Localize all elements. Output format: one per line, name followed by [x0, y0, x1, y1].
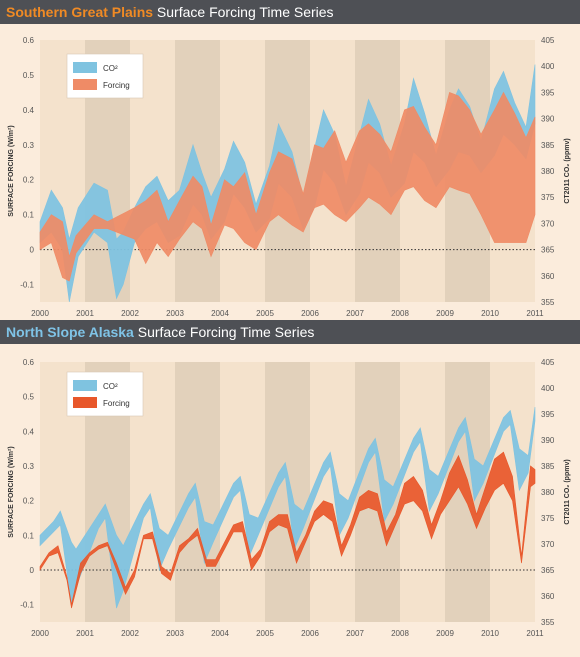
y2-tick-label: 370	[541, 219, 555, 228]
y2-tick-label: 375	[541, 193, 555, 202]
x-tick-label: 2004	[211, 629, 229, 638]
y-tick-label: 0.5	[23, 393, 35, 402]
x-tick-label: 2002	[121, 309, 139, 318]
x-tick-label: 2009	[436, 309, 454, 318]
forcing-series-area	[39, 91, 536, 282]
y2-tick-label: 390	[541, 115, 555, 124]
y-tick-label: 0	[30, 246, 35, 255]
y2-tick-label: 400	[541, 62, 555, 71]
y-tick-label: 0.5	[23, 71, 35, 80]
x-tick-label: 2009	[436, 629, 454, 638]
chart-north-slope-alaska: -0.1 0 0.1 0.2 0.3 0.4 0.5 0.6 355 360 365 370 375 38…	[8, 358, 571, 638]
x-tick-label: 2003	[166, 629, 184, 638]
y2-tick-label: 395	[541, 410, 555, 419]
x-tick-label: 2010	[481, 309, 499, 318]
y2-tick-label: 360	[541, 272, 555, 281]
y2-tick-label: 380	[541, 488, 555, 497]
x-tick-label: 2004	[211, 309, 229, 318]
legend-label-co2: CO²	[103, 382, 118, 391]
y2-tick-label: 365	[541, 246, 555, 255]
co2-series-area	[39, 407, 536, 609]
y2-tick-label: 405	[541, 358, 555, 367]
y2-tick-label: 395	[541, 88, 555, 97]
y-tick-label: 0.4	[23, 106, 35, 115]
forcing-series-area	[39, 451, 536, 609]
legend-swatch-forcing	[73, 79, 97, 90]
y-tick-label: 0.2	[23, 497, 35, 506]
x-tick-label: 2008	[391, 629, 409, 638]
legend-label-forcing: Forcing	[103, 399, 130, 408]
legend-label-co2: CO²	[103, 64, 118, 73]
panel-title-bar: North Slope Alaska Surface Forcing Time …	[0, 320, 580, 344]
y2-axis-title: CT2011 CO₂ (ppmv)	[564, 138, 571, 203]
y-tick-label: -0.1	[20, 601, 34, 610]
x-tick-label: 2010	[481, 629, 499, 638]
x-tick-label: 2006	[301, 309, 319, 318]
x-tick-label: 2003	[166, 309, 184, 318]
legend: CO² Forcing	[66, 53, 144, 99]
x-tick-label: 2006	[301, 629, 319, 638]
x-tick-label: 2001	[76, 309, 94, 318]
y-tick-label: 0.1	[23, 211, 35, 220]
legend-label-forcing: Forcing	[103, 81, 130, 90]
chart-southern-great-plains: -0.1 0 0.1 0.2 0.3 0.4 0.5 0.6 355 360 365 370 375 38…	[8, 36, 571, 318]
y2-axis-title: CT2011 CO₂ (ppmv)	[564, 459, 571, 524]
x-tick-label: 2001	[76, 629, 94, 638]
y2-tick-label: 405	[541, 36, 555, 45]
panel-title-text: Surface Forcing Time Series	[133, 324, 315, 340]
y2-tick-label: 355	[541, 618, 555, 627]
legend-swatch-co2	[73, 62, 97, 73]
panel-title-site: Southern Great Plains	[6, 4, 154, 20]
legend-swatch-co2	[73, 380, 97, 391]
panel-title-text: Surface Forcing Time Series	[153, 4, 334, 20]
y-tick-label: 0.4	[23, 427, 35, 436]
y-tick-label: 0.6	[23, 36, 35, 45]
x-tick-label: 2002	[121, 629, 139, 638]
x-tick-label: 2005	[256, 629, 274, 638]
y2-tick-label: 375	[541, 514, 555, 523]
y2-tick-label: 355	[541, 298, 555, 307]
y-axis-title: SURFACE FORCING (W/m²)	[8, 125, 15, 216]
x-tick-label: 2007	[346, 309, 364, 318]
y-tick-label: 0.3	[23, 141, 35, 150]
y2-tick-label: 385	[541, 462, 555, 471]
legend-box	[66, 53, 144, 99]
x-tick-label: 2008	[391, 309, 409, 318]
y-tick-label: 0.1	[23, 531, 35, 540]
panel-title-bar: Southern Great Plains Surface Forcing Ti…	[0, 0, 580, 24]
x-tick-label: 2000	[31, 629, 49, 638]
y-tick-label: 0.6	[23, 358, 35, 367]
y-axis-title: SURFACE FORCING (W/m²)	[8, 446, 15, 537]
x-tick-label: 2000	[31, 309, 49, 318]
x-tick-label: 2007	[346, 629, 364, 638]
y-tick-label: 0.2	[23, 176, 35, 185]
y2-tick-label: 380	[541, 167, 555, 176]
y2-tick-label: 400	[541, 384, 555, 393]
y-tick-label: -0.1	[20, 281, 34, 290]
x-tick-label: 2011	[526, 629, 544, 638]
legend: CO² Forcing	[66, 371, 144, 417]
y-tick-label: 0	[30, 566, 35, 575]
legend-swatch-forcing	[73, 397, 97, 408]
y2-tick-label: 390	[541, 436, 555, 445]
y2-tick-label: 360	[541, 592, 555, 601]
y-tick-label: 0.3	[23, 462, 35, 471]
x-tick-label: 2011	[526, 309, 544, 318]
x-tick-label: 2005	[256, 309, 274, 318]
y2-tick-label: 370	[541, 540, 555, 549]
panel-title-site: North Slope Alaska	[6, 324, 134, 340]
y2-tick-label: 385	[541, 141, 555, 150]
legend-box	[66, 371, 144, 417]
y2-tick-label: 365	[541, 566, 555, 575]
